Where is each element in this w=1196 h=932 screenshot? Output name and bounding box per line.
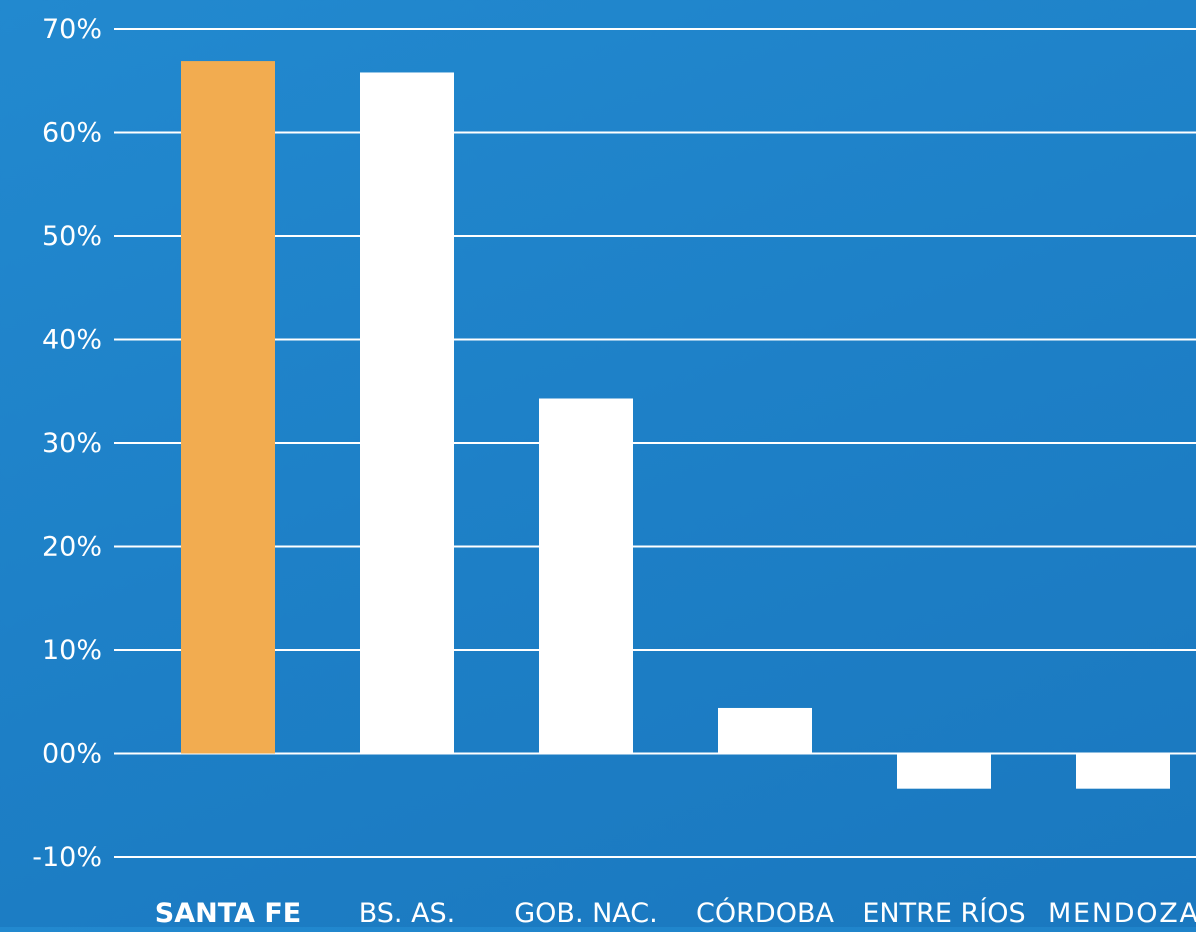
category-label: MENDOZA [1048,898,1196,927]
y-tick-label: 10% [42,635,102,666]
y-tick-label: 60% [42,118,102,149]
category-label: GOB. NAC. [514,898,658,927]
y-tick-label: 20% [42,532,102,563]
x-axis-category-labels: SANTA FE BS. AS. GOB. NAC. CÓRDOBA ENTRE RÍO… [155,897,1196,929]
category-label: CÓRDOBA [696,897,834,927]
bar-mendoza [1076,753,1170,789]
y-tick-label: 00% [42,739,102,770]
category-label: SANTA FE [155,898,301,927]
bar-entre-ríos [897,753,991,789]
y-tick-label: 30% [42,428,102,459]
bar-córdoba [718,707,812,754]
bar-bs-as [360,72,454,754]
y-tick-label: 50% [42,221,102,252]
y-tick-label: 40% [42,325,102,356]
grid-lines [114,28,1196,858]
y-tick-label: 70% [42,14,102,45]
category-label: BS. AS. [359,898,456,927]
y-axis-tick-labels: 70% 60% 50% 40% 30% 20% 10% 00% -10% [32,14,102,873]
y-tick-label: -10% [32,842,102,873]
bars [181,61,1170,789]
bar-gob-nac [539,398,633,754]
bar-santa-fe [181,61,275,754]
category-label: ENTRE RÍOS [862,897,1025,927]
